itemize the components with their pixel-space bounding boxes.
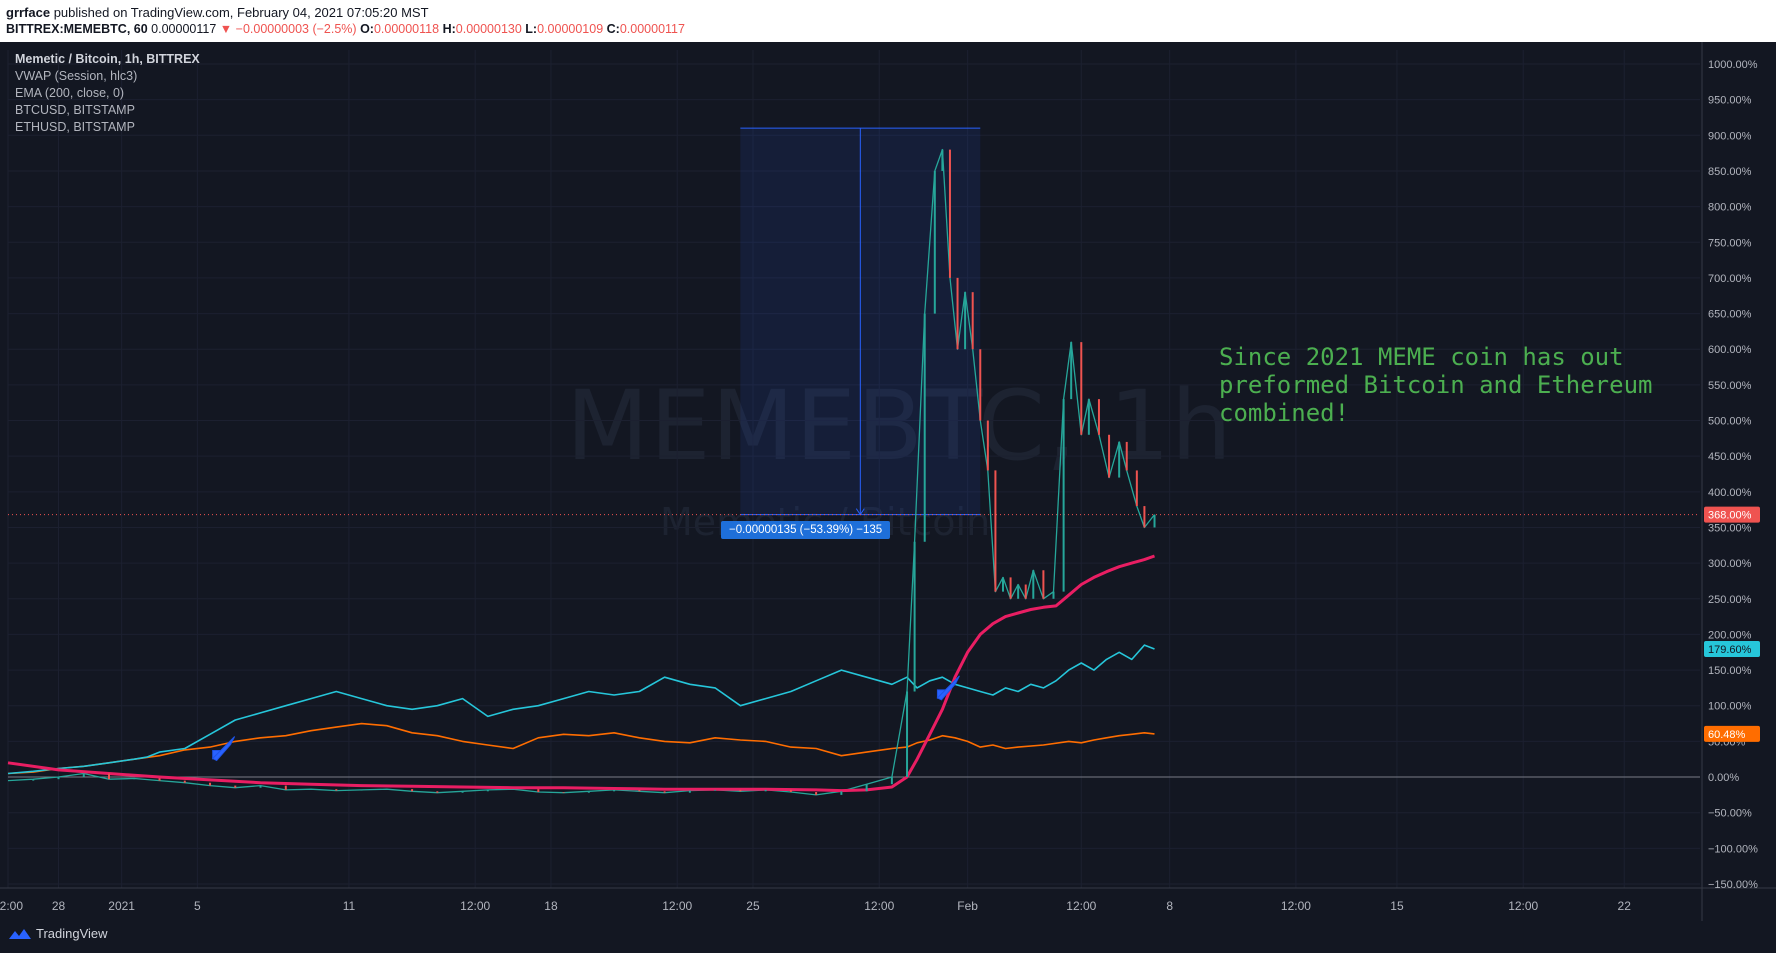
price-axis-tick-label: 950.00%	[1708, 95, 1752, 107]
time-axis-tick-label: 12:00	[1281, 899, 1311, 913]
price-axis-tick-label: −150.00%	[1708, 879, 1758, 891]
legend-item-ema[interactable]: EMA (200, close, 0)	[15, 86, 125, 100]
footer-bar	[0, 921, 1776, 953]
legend-item-ethusd[interactable]: ETHUSD, BITSTAMP	[15, 120, 135, 134]
price-axis-tick-label: 350.00%	[1708, 522, 1752, 534]
publish-header: grrface published on TradingView.com, Fe…	[0, 0, 1776, 42]
price-label-eth: 179.60%	[1708, 644, 1752, 656]
price-axis-tick-label: 150.00%	[1708, 665, 1752, 677]
price-axis-tick-label: 600.00%	[1708, 344, 1752, 356]
time-axis-tick-label: 2021	[108, 899, 135, 913]
time-axis-tick-label: 12:00	[864, 899, 894, 913]
legend-item-vwap[interactable]: VWAP (Session, hlc3)	[15, 69, 138, 83]
time-axis-tick-label: 12:00	[1508, 899, 1538, 913]
price-axis-tick-label: 100.00%	[1708, 701, 1752, 713]
price-axis-tick-label: 400.00%	[1708, 487, 1752, 499]
series-line-ema[interactable]	[7, 554, 1156, 793]
open-label: O:	[360, 22, 374, 36]
series-line-meme[interactable]	[7, 148, 1156, 796]
price-axis-tick-label: 200.00%	[1708, 629, 1752, 641]
price-axis-tick-label: 800.00%	[1708, 202, 1752, 214]
legend-title[interactable]: Memetic / Bitcoin, 1h, BITTREX	[15, 52, 200, 66]
price-chart[interactable]: −150.00%−100.00%−50.00%0.00%50.00%100.00…	[0, 42, 1776, 921]
price-axis-tick-label: 900.00%	[1708, 130, 1752, 142]
tradingview-logo-icon	[9, 928, 31, 939]
close-label: C:	[606, 22, 620, 36]
price-axis-tick-label: −50.00%	[1708, 808, 1752, 820]
symbol-label: BITTREX:MEMEBTC, 60	[6, 22, 148, 36]
legend-item-btcusd[interactable]: BTCUSD, BITSTAMP	[15, 103, 135, 117]
price-axis-tick-label: 550.00%	[1708, 380, 1752, 392]
price-label-meme: 368.00%	[1708, 510, 1752, 522]
time-axis-tick-label: Feb	[957, 899, 978, 913]
price-axis-tick-label: 300.00%	[1708, 558, 1752, 570]
price-axis-tick-label: 750.00%	[1708, 237, 1752, 249]
price-axis-tick-label: 450.00%	[1708, 451, 1752, 463]
time-axis-tick-label: 5	[194, 899, 201, 913]
publisher-name[interactable]: grrface	[6, 5, 51, 20]
price-axis-tick-label: 850.00%	[1708, 166, 1752, 178]
price-axis-tick-label: −100.00%	[1708, 843, 1758, 855]
time-axis-tick-label: 25	[746, 899, 760, 913]
time-axis-tick-label: 12:00	[460, 899, 490, 913]
time-axis-tick-label: 8	[1166, 899, 1173, 913]
time-axis-tick-label: 15	[1390, 899, 1404, 913]
ohlc-row: BITTREX:MEMEBTC, 60 0.00000117 ▼ −0.0000…	[6, 22, 685, 36]
price-label-btc: 60.48%	[1708, 729, 1746, 741]
price-axis-tick-label: 250.00%	[1708, 594, 1752, 606]
series-line-eth[interactable]	[7, 644, 1155, 775]
price-change: −0.00000003 (−2.5%)	[235, 22, 357, 36]
time-axis-tick-label: 18	[544, 899, 558, 913]
low-value: 0.00000109	[537, 22, 604, 36]
time-axis-tick-label: 12:00	[662, 899, 692, 913]
price-label-box-meme[interactable]	[1704, 506, 1760, 523]
time-axis-tick-label: 12:00	[0, 899, 23, 913]
time-axis-tick-label: 12:00	[1066, 899, 1096, 913]
price-axis-tick-label: 700.00%	[1708, 273, 1752, 285]
measure-tool-label[interactable]: −0.00000135 (−53.39%) −135	[721, 521, 891, 539]
tradingview-brand[interactable]: TradingView	[8, 926, 108, 941]
time-axis-tick-label: 11	[343, 899, 356, 913]
time-axis-tick-label: 28	[52, 899, 66, 913]
rocket-icon	[936, 675, 960, 701]
price-label-box-btc[interactable]	[1704, 725, 1760, 742]
down-arrow-icon: ▼	[219, 22, 233, 36]
low-label: L:	[525, 22, 538, 36]
last-price: 0.00000117	[151, 22, 217, 36]
price-axis-tick-label: 0.00%	[1708, 772, 1739, 784]
time-axis-tick-label: 22	[1618, 899, 1632, 913]
high-label: H:	[442, 22, 456, 36]
price-axis-tick-label: 1000.00%	[1708, 59, 1758, 71]
open-value: 0.00000118	[373, 22, 440, 36]
close-value: 0.00000117	[619, 22, 685, 36]
rocket-icon	[211, 736, 236, 762]
brand-label: TradingView	[36, 926, 108, 941]
publish-text: published on TradingView.com, February 0…	[50, 5, 429, 20]
chart-legend: Memetic / Bitcoin, 1h, BITTREX VWAP (Ses…	[15, 51, 200, 136]
price-axis-tick-label: 500.00%	[1708, 416, 1752, 428]
chart-annotation-text[interactable]: Since 2021 MEME coin has out preformed B…	[1219, 343, 1653, 427]
high-value: 0.00000130	[455, 22, 522, 36]
price-label-box-eth[interactable]	[1704, 640, 1760, 657]
publish-info: grrface published on TradingView.com, Fe…	[6, 5, 429, 20]
series-line-btc[interactable]	[7, 722, 1155, 775]
price-axis-tick-label: 650.00%	[1708, 309, 1752, 321]
